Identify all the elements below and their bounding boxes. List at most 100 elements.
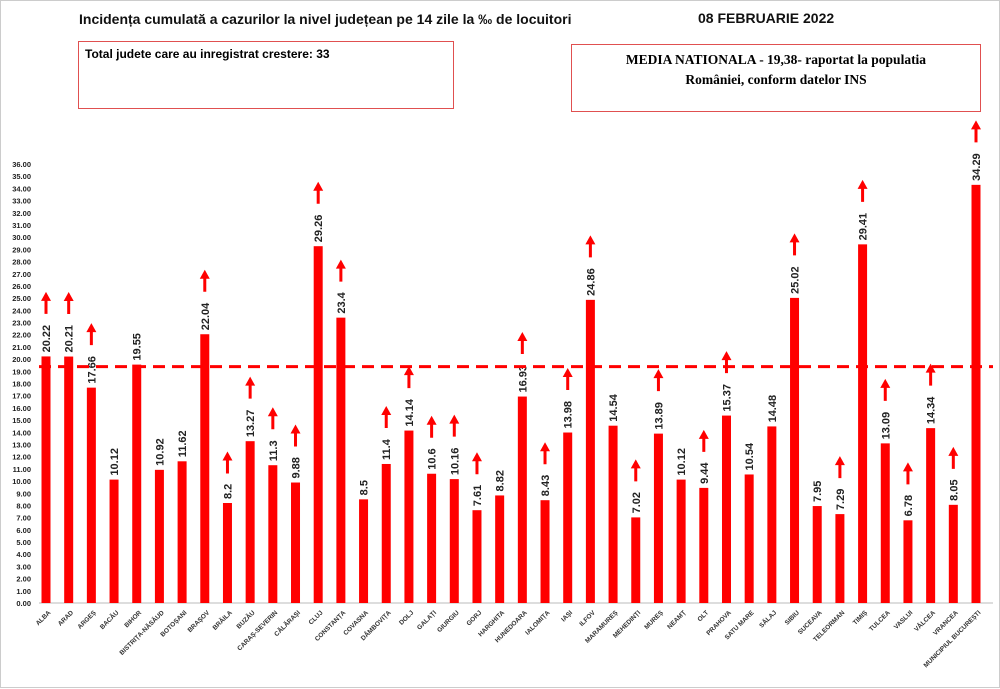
data-label: 10.6 bbox=[427, 448, 439, 469]
bar bbox=[835, 514, 845, 603]
x-tick-label: ARAD bbox=[57, 609, 75, 627]
y-tick-label: 3.00 bbox=[16, 562, 31, 571]
bar bbox=[154, 469, 164, 603]
data-label: 29.26 bbox=[313, 215, 325, 243]
bar bbox=[109, 479, 119, 603]
increase-arrow-icon bbox=[313, 181, 324, 204]
data-label: 14.48 bbox=[767, 395, 779, 423]
x-tick-label: BIHOR bbox=[123, 609, 143, 629]
data-label: 14.54 bbox=[608, 393, 620, 421]
x-tick-label: BRĂILA bbox=[210, 608, 234, 632]
y-tick-label: 10.00 bbox=[12, 477, 31, 486]
increase-arrow-icon bbox=[222, 451, 233, 474]
y-tick-label: 14.00 bbox=[12, 428, 31, 437]
x-tick-label: CLUJ bbox=[308, 609, 325, 626]
x-tick-label: OLT bbox=[696, 609, 710, 623]
x-tick-label: BACĂU bbox=[97, 608, 120, 631]
bar bbox=[64, 356, 74, 603]
bar bbox=[971, 184, 981, 604]
y-tick-label: 34.00 bbox=[12, 184, 31, 193]
x-tick-label: VASLUI bbox=[893, 609, 915, 631]
bar bbox=[495, 495, 505, 603]
data-label: 8.82 bbox=[495, 470, 507, 491]
bar bbox=[200, 334, 210, 603]
data-label: 13.89 bbox=[653, 402, 665, 430]
increase-arrow-icon bbox=[199, 269, 210, 292]
data-label: 23.4 bbox=[336, 291, 348, 313]
increase-arrow-icon bbox=[902, 462, 913, 485]
increase-arrow-icon bbox=[585, 235, 596, 258]
bar bbox=[790, 297, 800, 603]
y-tick-label: 33.00 bbox=[12, 197, 31, 206]
data-label: 14.14 bbox=[404, 398, 416, 426]
increase-arrow-icon bbox=[63, 292, 74, 315]
data-label: 15.37 bbox=[721, 384, 733, 412]
bar bbox=[313, 246, 323, 603]
y-tick-label: 9.00 bbox=[16, 489, 31, 498]
national-average-line1: MEDIA NATIONALA - 19,38- raportat la pop… bbox=[625, 52, 927, 67]
increase-arrow-icon bbox=[449, 414, 460, 437]
data-label: 7.29 bbox=[835, 489, 847, 510]
y-tick-label: 2.00 bbox=[16, 575, 31, 584]
data-label: 7.61 bbox=[472, 485, 484, 506]
increase-arrow-icon bbox=[857, 179, 868, 202]
bar bbox=[177, 461, 187, 603]
data-label: 11.4 bbox=[381, 438, 393, 460]
y-tick-label: 4.00 bbox=[16, 550, 31, 559]
y-tick-label: 29.00 bbox=[12, 245, 31, 254]
increase-count-box: Total judete care au inregistrat crester… bbox=[78, 41, 454, 109]
bar bbox=[585, 299, 595, 603]
y-tick-label: 31.00 bbox=[12, 221, 31, 230]
bar bbox=[381, 463, 391, 603]
x-tick-label: SĂLAJ bbox=[757, 608, 779, 630]
y-tick-label: 22.00 bbox=[12, 331, 31, 340]
y-tick-label: 13.00 bbox=[12, 440, 31, 449]
y-tick-label: 23.00 bbox=[12, 319, 31, 328]
data-label: 8.43 bbox=[540, 475, 552, 496]
increase-arrow-icon bbox=[335, 259, 346, 282]
increase-arrow-icon bbox=[471, 452, 482, 475]
bar bbox=[291, 482, 301, 603]
bar bbox=[721, 415, 731, 603]
y-tick-label: 16.00 bbox=[12, 404, 31, 413]
data-label: 25.02 bbox=[790, 266, 802, 294]
data-label: 7.02 bbox=[631, 492, 643, 513]
increase-arrow-icon bbox=[562, 368, 573, 391]
x-tick-label: MUREȘ bbox=[643, 609, 665, 631]
y-tick-label: 25.00 bbox=[12, 294, 31, 303]
increase-arrow-icon bbox=[925, 363, 936, 386]
y-tick-label: 17.00 bbox=[12, 392, 31, 401]
bar bbox=[948, 504, 958, 603]
data-label: 20.22 bbox=[41, 325, 53, 353]
y-tick-label: 26.00 bbox=[12, 282, 31, 291]
y-tick-label: 0.00 bbox=[16, 599, 31, 608]
y-tick-label: 5.00 bbox=[16, 538, 31, 547]
x-tick-label: ALBA bbox=[35, 609, 53, 627]
y-tick-label: 8.00 bbox=[16, 501, 31, 510]
increase-arrow-icon bbox=[653, 369, 664, 392]
data-label: 10.16 bbox=[449, 448, 461, 476]
bar bbox=[812, 506, 822, 603]
data-label: 6.78 bbox=[903, 495, 915, 516]
y-tick-label: 36.00 bbox=[12, 160, 31, 169]
data-label: 17.66 bbox=[86, 356, 98, 384]
y-tick-label: 12.00 bbox=[12, 453, 31, 462]
data-label: 29.41 bbox=[858, 213, 870, 241]
increase-arrow-icon bbox=[290, 424, 301, 447]
bar bbox=[767, 426, 777, 603]
x-tick-label: DOLJ bbox=[398, 609, 415, 626]
data-label: 9.88 bbox=[291, 457, 303, 478]
increase-arrow-icon bbox=[426, 415, 437, 438]
increase-arrow-icon bbox=[698, 429, 709, 452]
data-label: 9.44 bbox=[699, 462, 711, 484]
x-tick-label: GALAȚI bbox=[416, 609, 438, 631]
y-tick-label: 11.00 bbox=[13, 465, 31, 474]
data-label: 20.21 bbox=[64, 325, 76, 353]
bar bbox=[132, 364, 142, 603]
data-label: 8.5 bbox=[359, 480, 371, 495]
increase-arrow-icon bbox=[948, 446, 959, 469]
chart-title: Incidența cumulată a cazurilor la nivel … bbox=[79, 11, 572, 27]
data-label: 8.2 bbox=[222, 484, 234, 499]
increase-arrow-icon bbox=[789, 233, 800, 256]
x-tick-label: IAȘI bbox=[560, 609, 574, 623]
